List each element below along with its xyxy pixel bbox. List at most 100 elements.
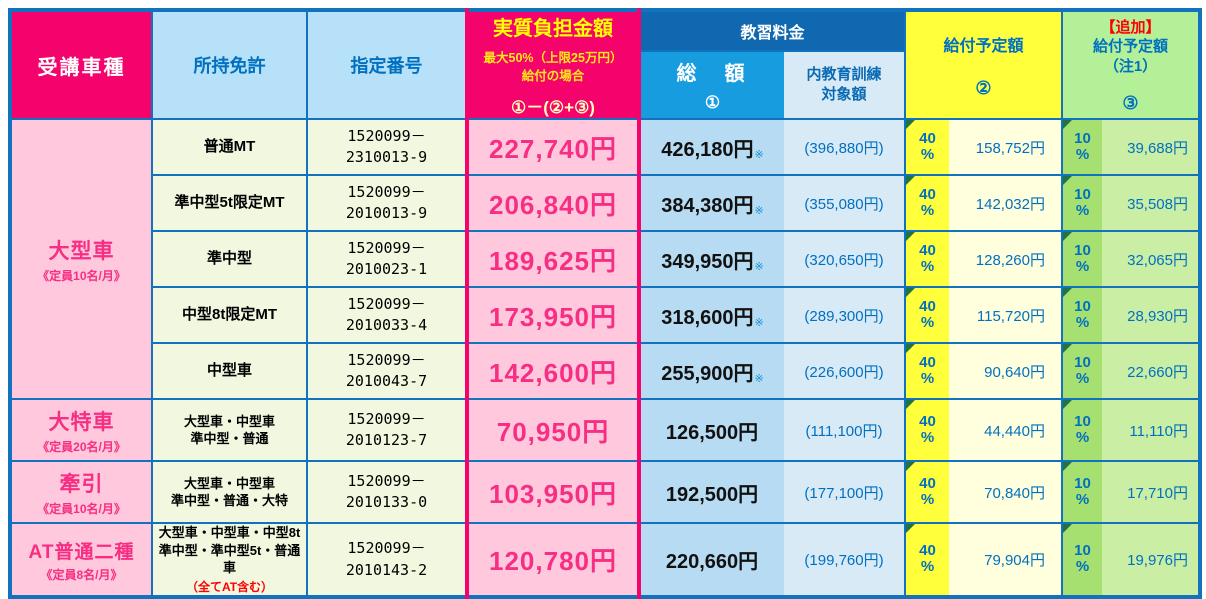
net-amount: 142,600円 xyxy=(489,357,617,388)
benefit-title: 給付予定額 xyxy=(943,37,1024,55)
net-amount-cell: 142,600円 xyxy=(465,342,641,401)
net-amount-cell: 173,950円 xyxy=(465,286,641,345)
header-training-fee: 教習料金 xyxy=(638,9,906,52)
additional-amount-cell: 32,065円 xyxy=(1102,230,1201,289)
number-cell: 1520099－ 2010133-0 xyxy=(306,460,468,525)
total-amount-cell: 426,180円※ xyxy=(638,118,784,177)
additional-rate: 10 % xyxy=(1074,297,1091,331)
total-amount-cell: 255,900円※ xyxy=(638,342,784,401)
cell-corner-marker-icon xyxy=(1064,289,1072,298)
group-label: 牽引 xyxy=(59,472,104,496)
header-additional-benefit: 【追加】 給付予定額 （注1） ③ xyxy=(1061,8,1201,121)
license-cell: 準中型 xyxy=(151,230,308,289)
additional-rate-cell: 10 % xyxy=(1061,174,1102,233)
benefit-rate-cell: 40 % xyxy=(904,230,949,289)
total-amount: 255,900円 xyxy=(661,362,754,385)
covered-amount-cell: (199,760円) xyxy=(784,522,906,598)
additional-rate: 10 % xyxy=(1074,412,1091,446)
cell-corner-marker-icon xyxy=(907,345,915,354)
additional-amount-cell: 11,110円 xyxy=(1102,398,1201,463)
additional-rate: 10 % xyxy=(1074,353,1091,387)
header-covered-amount: 内教育訓練 対象額 xyxy=(784,49,906,121)
total-amount: 318,600円 xyxy=(661,306,754,329)
number-cell: 1520099－ 2010143-2 xyxy=(306,522,468,598)
covered-amount-cell: (177,100円) xyxy=(784,460,906,525)
number-cell: 1520099－ 2010013-9 xyxy=(306,174,468,233)
additional-rate: 10 % xyxy=(1074,129,1091,163)
group-label: 大型車 xyxy=(48,239,115,263)
total-amount-cell: 384,380円※ xyxy=(638,174,784,233)
additional-tag: 【追加】 xyxy=(1100,18,1161,36)
benefit-rate-cell: 40 % xyxy=(904,460,949,525)
benefit-rate: 40 % xyxy=(919,129,936,163)
covered-amount-cell: (355,080円) xyxy=(784,174,906,233)
total-amount: 192,500円 xyxy=(665,483,759,506)
license-cell: 中型8t限定MT xyxy=(151,286,308,345)
additional-rate-cell: 10 % xyxy=(1061,460,1102,525)
additional-rate: 10 % xyxy=(1074,541,1091,576)
benefit-rate: 40 % xyxy=(919,412,936,446)
benefit-rate: 40 % xyxy=(919,241,936,275)
total-amount: 349,950円 xyxy=(661,250,754,273)
benefit-rate-cell: 40 % xyxy=(904,286,949,345)
additional-rate: 10 % xyxy=(1074,185,1091,219)
number-cell: 1520099－ 2010023-1 xyxy=(306,230,468,289)
benefit-rate: 40 % xyxy=(919,353,936,387)
net-amount-cell: 120,780円 xyxy=(465,522,641,598)
cell-corner-marker-icon xyxy=(1064,463,1072,472)
additional-amount-cell: 39,688円 xyxy=(1102,118,1201,177)
cell-corner-marker-icon xyxy=(1064,525,1072,534)
group-cell-large-special: 大特車 《定員20名/月》 xyxy=(9,398,153,463)
header-benefit: 給付予定額 ② xyxy=(904,8,1063,121)
number-cell: 1520099－ 2010123-7 xyxy=(306,398,468,463)
additional-title: 給付予定額 （注1） xyxy=(1092,37,1168,76)
group-capacity: 《定員20名/月》 xyxy=(37,439,126,454)
asterisk-mark: ※ xyxy=(754,204,764,217)
net-payment-title: 実質負担金額 xyxy=(493,18,613,40)
net-amount-cell: 103,950円 xyxy=(465,460,641,525)
total-amount-cell: 192,500円 xyxy=(638,460,784,525)
total-amount: 384,380円 xyxy=(661,194,754,217)
benefit-mark: ② xyxy=(975,77,992,98)
total-amount-mark: ① xyxy=(704,93,721,113)
asterisk-mark: ※ xyxy=(754,148,764,161)
asterisk-mark: ※ xyxy=(754,260,764,273)
total-amount-cell: 349,950円※ xyxy=(638,230,784,289)
total-amount: 426,180円 xyxy=(661,138,754,161)
total-amount-cell: 220,660円 xyxy=(638,522,784,598)
license-cell: 普通MT xyxy=(151,118,308,177)
total-amount-cell: 126,500円 xyxy=(638,398,784,463)
total-amount: 220,660円 xyxy=(665,551,759,574)
covered-amount-cell: (396,880円) xyxy=(784,118,906,177)
net-amount: 173,950円 xyxy=(489,301,617,332)
total-amount: 126,500円 xyxy=(665,421,759,444)
net-amount: 70,950円 xyxy=(496,416,610,447)
header-vehicle-type: 受講車種 xyxy=(9,8,153,121)
additional-rate-cell: 10 % xyxy=(1061,342,1102,401)
license-note: （全てAT含む） xyxy=(185,579,274,594)
benefit-amount-cell: 142,032円 xyxy=(949,174,1063,233)
benefit-amount-cell: 70,840円 xyxy=(949,460,1063,525)
total-amount-cell: 318,600円※ xyxy=(638,286,784,345)
net-amount: 120,780円 xyxy=(489,546,617,577)
cell-corner-marker-icon xyxy=(907,289,915,298)
pricing-table-container: 受講車種 所持免許 指定番号 実質負担金額 最大50%（上限25万円） 給付の場… xyxy=(8,8,1202,599)
benefit-rate: 40 % xyxy=(919,185,936,219)
additional-rate-cell: 10 % xyxy=(1061,118,1102,177)
header-net-payment: 実質負担金額 最大50%（上限25万円） 給付の場合 ①－(②+③) xyxy=(465,8,641,121)
additional-amount-cell: 17,710円 xyxy=(1102,460,1201,525)
cell-corner-marker-icon xyxy=(1064,177,1072,186)
covered-amount-cell: (111,100円) xyxy=(784,398,906,463)
cell-corner-marker-icon xyxy=(907,463,915,472)
number-cell: 1520099－ 2010043-7 xyxy=(306,342,468,401)
additional-mark: ③ xyxy=(1122,93,1139,114)
license-cell: 大型車・中型車 準中型・普通・大特 xyxy=(151,460,308,525)
group-cell-towing: 牽引 《定員10名/月》 xyxy=(9,460,153,525)
benefit-rate-cell: 40 % xyxy=(904,398,949,463)
net-amount: 189,625円 xyxy=(489,245,617,276)
header-held-license: 所持免許 xyxy=(151,8,308,121)
net-payment-subtitle: 最大50%（上限25万円） 給付の場合 xyxy=(483,51,623,84)
additional-amount-cell: 19,976円 xyxy=(1102,522,1201,598)
net-amount-cell: 227,740円 xyxy=(465,118,641,177)
asterisk-mark: ※ xyxy=(754,372,764,385)
